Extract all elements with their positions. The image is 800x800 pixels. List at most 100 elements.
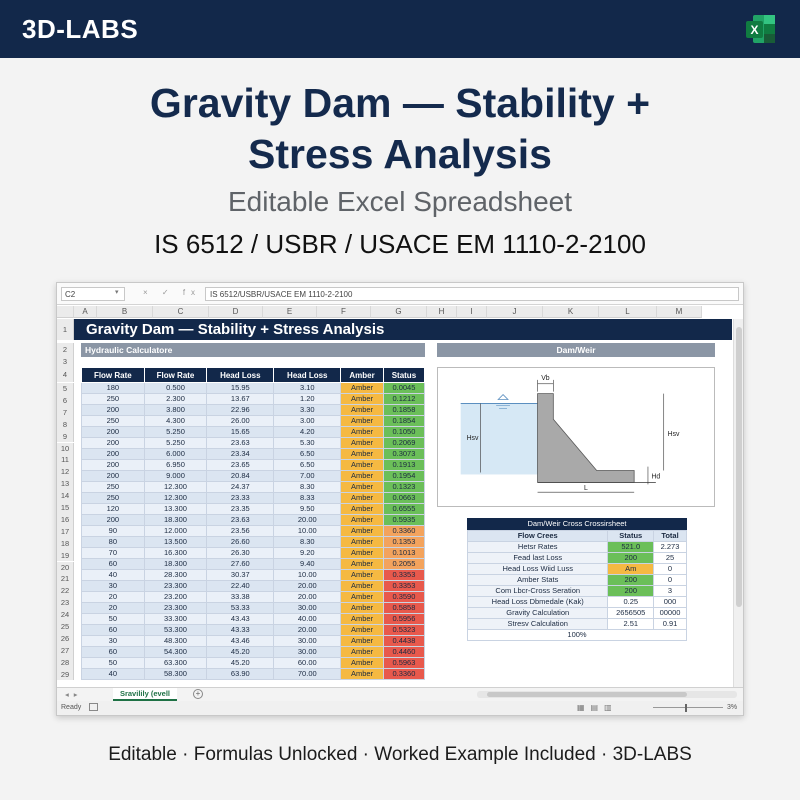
section-hydraulic[interactable]: Hydraulic Calculatore xyxy=(81,343,425,357)
table-cell[interactable]: 4.20 xyxy=(273,426,342,438)
table-cell[interactable]: 250 xyxy=(81,481,145,493)
table-cell[interactable]: 3.30 xyxy=(273,404,342,416)
status-cell[interactable]: 0.1913 xyxy=(382,459,426,471)
table-cell[interactable]: 250 xyxy=(81,415,145,427)
chevron-down-icon[interactable]: ▾ xyxy=(115,289,119,296)
vertical-scrollbar[interactable] xyxy=(733,319,743,687)
select-all-corner[interactable] xyxy=(57,306,74,318)
table-cell[interactable]: 200 xyxy=(81,448,145,460)
table-cell[interactable]: 12.000 xyxy=(143,525,208,537)
table-cell[interactable]: 40 xyxy=(81,668,145,680)
status-cell[interactable]: 0.1353 xyxy=(382,536,426,548)
column-header[interactable]: A xyxy=(74,306,97,318)
table-cell[interactable]: Amber xyxy=(340,635,384,647)
row-header[interactable]: 14 xyxy=(57,490,74,502)
table-cell[interactable]: 0 xyxy=(653,574,687,586)
table-cell[interactable]: Amber xyxy=(340,547,384,559)
table-cell[interactable]: 30 xyxy=(81,580,145,592)
table-cell[interactable]: 2.51 xyxy=(607,618,655,630)
column-header[interactable]: H xyxy=(427,306,457,318)
table-cell[interactable]: 30.00 xyxy=(273,635,342,647)
row-header[interactable]: 6 xyxy=(57,394,74,407)
status-cell[interactable]: 0.6555 xyxy=(382,503,426,515)
table-cell[interactable]: 9.000 xyxy=(143,470,208,482)
table-cell[interactable]: 18.300 xyxy=(143,514,208,526)
table-cell[interactable]: 200 xyxy=(81,470,145,482)
table-cell[interactable]: 3 xyxy=(653,585,687,597)
table-cell[interactable]: 200 xyxy=(81,426,145,438)
table-cell[interactable]: 15.65 xyxy=(206,426,275,438)
table-cell[interactable]: Head Loss Wiid Luss xyxy=(466,563,609,575)
table-cell[interactable]: 180 xyxy=(81,382,145,394)
table-cell[interactable]: 23.300 xyxy=(143,602,208,614)
table-cell[interactable]: 50 xyxy=(81,657,145,669)
column-heading[interactable]: Amber xyxy=(340,367,384,383)
status-cell[interactable]: 0.3360 xyxy=(382,668,426,680)
table-cell[interactable]: 250 xyxy=(81,492,145,504)
table-cell[interactable]: 8.30 xyxy=(273,481,342,493)
status-cell[interactable]: 0.4438 xyxy=(382,635,426,647)
table-footer-cell[interactable]: 100% xyxy=(467,629,687,641)
table-cell[interactable]: 60 xyxy=(81,624,145,636)
table-cell[interactable]: 3.800 xyxy=(143,404,208,416)
table-cell[interactable]: 43.33 xyxy=(206,624,275,636)
table-cell[interactable]: 45.20 xyxy=(206,657,275,669)
table-cell[interactable]: 45.20 xyxy=(206,646,275,658)
table-cell[interactable]: 8.33 xyxy=(273,492,342,504)
table-cell[interactable]: Amber xyxy=(340,646,384,658)
row-header[interactable]: 23 xyxy=(57,597,74,610)
table-cell[interactable]: 23.63 xyxy=(206,514,275,526)
table-cell[interactable]: 60 xyxy=(81,558,145,570)
column-header[interactable]: G xyxy=(371,306,427,318)
table-cell[interactable]: 70 xyxy=(81,547,145,559)
table-cell[interactable]: Amber xyxy=(340,492,384,504)
column-heading[interactable]: Status xyxy=(607,530,655,542)
table-cell[interactable]: 2656505 xyxy=(607,607,655,619)
table-cell[interactable]: 40 xyxy=(81,569,145,581)
table-cell[interactable]: 40.00 xyxy=(273,613,342,625)
table-cell[interactable]: 23.34 xyxy=(206,448,275,460)
row-header[interactable]: 7 xyxy=(57,406,74,419)
table-cell[interactable]: 10.00 xyxy=(273,569,342,581)
table-cell[interactable]: Amber xyxy=(340,657,384,669)
table-cell[interactable]: 43.46 xyxy=(206,635,275,647)
table-cell[interactable]: 23.33 xyxy=(206,492,275,504)
horizontal-scrollbar[interactable] xyxy=(477,691,737,698)
column-heading[interactable]: Head Loss xyxy=(206,367,275,383)
table-cell[interactable]: 200 xyxy=(607,574,655,586)
sheet-tab[interactable]: Sravilily (evell xyxy=(113,688,177,701)
table-cell[interactable]: Com Lbcr-Cross Seration xyxy=(466,585,609,597)
table-cell[interactable]: Amber xyxy=(340,448,384,460)
table-cell[interactable]: Fead last Loss xyxy=(466,552,609,564)
column-heading[interactable]: Total xyxy=(653,530,687,542)
table-cell[interactable]: 23.56 xyxy=(206,525,275,537)
table-cell[interactable]: 90 xyxy=(81,525,145,537)
table-cell[interactable]: 23.300 xyxy=(143,580,208,592)
table-cell[interactable]: 2.300 xyxy=(143,393,208,405)
table-cell[interactable]: Amber xyxy=(340,558,384,570)
table-cell[interactable]: 200 xyxy=(81,437,145,449)
table-cell[interactable]: 50 xyxy=(81,613,145,625)
table-cell[interactable]: 23.35 xyxy=(206,503,275,515)
table-cell[interactable]: Amber xyxy=(340,481,384,493)
row-header[interactable]: 21 xyxy=(57,573,74,586)
table-cell[interactable]: 0.25 xyxy=(607,596,655,608)
column-header[interactable]: L xyxy=(599,306,657,318)
cross-section-title[interactable]: Dam/Weir Cross Crossirsheet xyxy=(467,518,687,530)
table-cell[interactable]: 3.00 xyxy=(273,415,342,427)
status-cell[interactable]: 0.4460 xyxy=(382,646,426,658)
table-cell[interactable]: Amber xyxy=(340,613,384,625)
table-cell[interactable]: 8.30 xyxy=(273,536,342,548)
table-cell[interactable]: 13.500 xyxy=(143,536,208,548)
row-header[interactable]: 3 xyxy=(57,357,74,367)
row-header[interactable]: 4 xyxy=(57,367,74,382)
row-header[interactable]: 25 xyxy=(57,621,74,633)
table-cell[interactable]: 30.37 xyxy=(206,569,275,581)
column-header[interactable]: B xyxy=(97,306,153,318)
table-cell[interactable]: 20.00 xyxy=(273,591,342,603)
table-cell[interactable]: 30.00 xyxy=(273,646,342,658)
table-cell[interactable]: 12.300 xyxy=(143,492,208,504)
table-cell[interactable]: Amber xyxy=(340,668,384,680)
table-cell[interactable]: 25 xyxy=(653,552,687,564)
table-cell[interactable]: 33.300 xyxy=(143,613,208,625)
